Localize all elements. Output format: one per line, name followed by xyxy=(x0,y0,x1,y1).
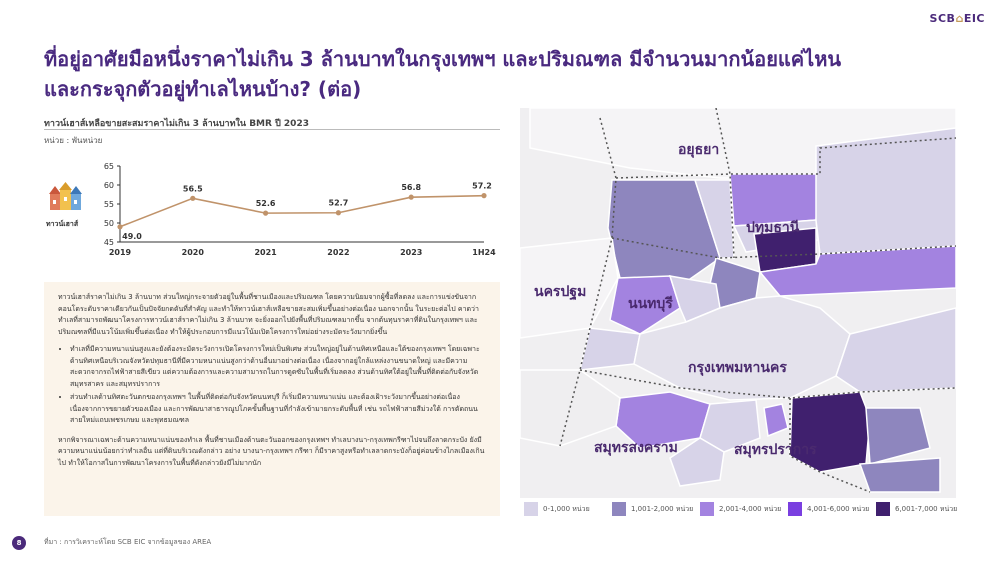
data-label: 52.7 xyxy=(329,199,349,208)
y-tick-label: 45 xyxy=(104,238,114,247)
chart-unit-label: หน่วย : พันหน่วย xyxy=(44,136,103,145)
y-tick-label: 55 xyxy=(104,200,114,209)
house-roof-icon: ⌂ xyxy=(955,12,964,25)
legend-label: 6,001-7,000 หน่วย xyxy=(895,504,958,513)
legend-item: 1,001-2,000 หน่วย xyxy=(612,502,693,516)
source-note: ที่มา : การวิเคราะห์โดย SCB EIC จากข้อมู… xyxy=(44,538,212,546)
legend-label: 0-1,000 หน่วย xyxy=(543,504,590,513)
x-tick-label: 2021 xyxy=(254,248,277,257)
data-point xyxy=(408,194,414,200)
legend-item: 0-1,000 หน่วย xyxy=(524,502,590,516)
page-title-line2: และกระจุกตัวอยู่ทำเลไหนบ้าง? (ต่อ) xyxy=(44,77,362,101)
data-point xyxy=(263,210,269,216)
series-line xyxy=(119,194,485,228)
data-label: 56.8 xyxy=(401,183,421,192)
legend-swatch xyxy=(524,502,538,516)
legend-item: 2,001-4,000 หน่วย xyxy=(700,502,781,516)
legend-label: 1,001-2,000 หน่วย xyxy=(631,504,694,513)
x-tick-label: 2020 xyxy=(182,248,205,257)
data-point xyxy=(190,195,196,201)
legend-label: 4,001-6,000 หน่วย xyxy=(807,504,870,513)
data-label: 52.6 xyxy=(256,199,276,208)
data-label: 49.0 xyxy=(122,232,142,241)
legend-series-label: ทาวน์เฮาส์ xyxy=(46,219,79,228)
y-tick-label: 50 xyxy=(104,219,114,228)
townhouse-icon xyxy=(49,182,82,210)
x-tick-label: 1H24 xyxy=(472,248,496,257)
map-legend: 0-1,000 หน่วย 1,001-2,000 หน่วย 2,001-4,… xyxy=(524,502,964,518)
brand-logo: SCB⌂EIC xyxy=(930,12,985,25)
analysis-paragraph-2: หากพิจารณาเฉพาะด้านความหนาแน่นของทำเล พื… xyxy=(58,435,485,467)
legend-swatch xyxy=(788,502,802,516)
legend-swatch xyxy=(612,502,626,516)
map-label-ayutthaya: อยุธยา xyxy=(678,142,719,158)
chart-title-divider xyxy=(44,129,500,130)
data-point xyxy=(481,193,487,199)
page-title-line1: ที่อยู่อาศัยมือหนึ่งราคาไม่เกิน 3 ล้านบา… xyxy=(44,47,842,71)
x-tick-label: 2023 xyxy=(400,248,422,257)
data-label: 56.5 xyxy=(183,184,203,193)
map-label-nakhon-pathom: นครปฐม xyxy=(534,284,586,301)
analysis-paragraph-1: ทาวน์เฮาส์ราคาไม่เกิน 3 ล้านบาท ส่วนใหญ่… xyxy=(58,293,479,336)
y-tick-label: 60 xyxy=(104,181,114,190)
map-label-pathum-thani: ปทุมธานี xyxy=(746,220,800,236)
legend-swatch xyxy=(700,502,714,516)
bmr-density-map: อยุธยา ปทุมธานี นครปฐม นนทบุรี กรุงเทพมห… xyxy=(520,108,956,498)
data-point xyxy=(117,224,123,230)
legend-label: 2,001-4,000 หน่วย xyxy=(719,504,782,513)
logo-text-b: EIC xyxy=(963,12,985,25)
page-number: 8 xyxy=(12,536,26,550)
page-title: ที่อยู่อาศัยมือหนึ่งราคาไม่เกิน 3 ล้านบา… xyxy=(44,44,944,104)
map-label-samut-songkhram: สมุทรสงคราม xyxy=(594,440,678,456)
legend-item: 4,001-6,000 หน่วย xyxy=(788,502,869,516)
logo-text-a: SCB xyxy=(929,12,956,25)
legend-swatch xyxy=(876,502,890,516)
townhouse-line-chart: ทาวน์เฮาส์ 45 50 55 60 65 2019 2020 2021 2022 202… xyxy=(46,162,496,257)
y-tick-label: 65 xyxy=(104,162,114,171)
chart-title: ทาวน์เฮาส์เหลือขายสะสมราคาไม่เกิน 3 ล้าน… xyxy=(44,119,309,129)
map-label-samut-prakan: สมุทรปราการ xyxy=(734,442,817,458)
x-tick-label: 2022 xyxy=(327,248,349,257)
analysis-text-box: ทาวน์เฮาส์ราคาไม่เกิน 3 ล้านบาท ส่วนใหญ่… xyxy=(44,282,500,516)
data-point xyxy=(335,210,341,216)
analysis-bullet: ส่วนทำเลด้านทิศตะวันตกของกรุงเทพฯ ในพื้น… xyxy=(70,392,486,427)
map-label-bangkok: กรุงเทพมหานคร xyxy=(688,360,787,376)
legend-item: 6,001-7,000 หน่วย xyxy=(876,502,957,516)
data-label: 57.2 xyxy=(472,182,492,191)
x-tick-label: 2019 xyxy=(109,248,132,257)
analysis-bullet-list: ทำเลที่มีความหนาแน่นสูงและยังต้องระมัดระ… xyxy=(58,344,486,427)
analysis-bullet: ทำเลที่มีความหนาแน่นสูงและยังต้องระมัดระ… xyxy=(70,344,486,390)
map-label-nonthaburi: นนทบุรี xyxy=(628,296,673,312)
